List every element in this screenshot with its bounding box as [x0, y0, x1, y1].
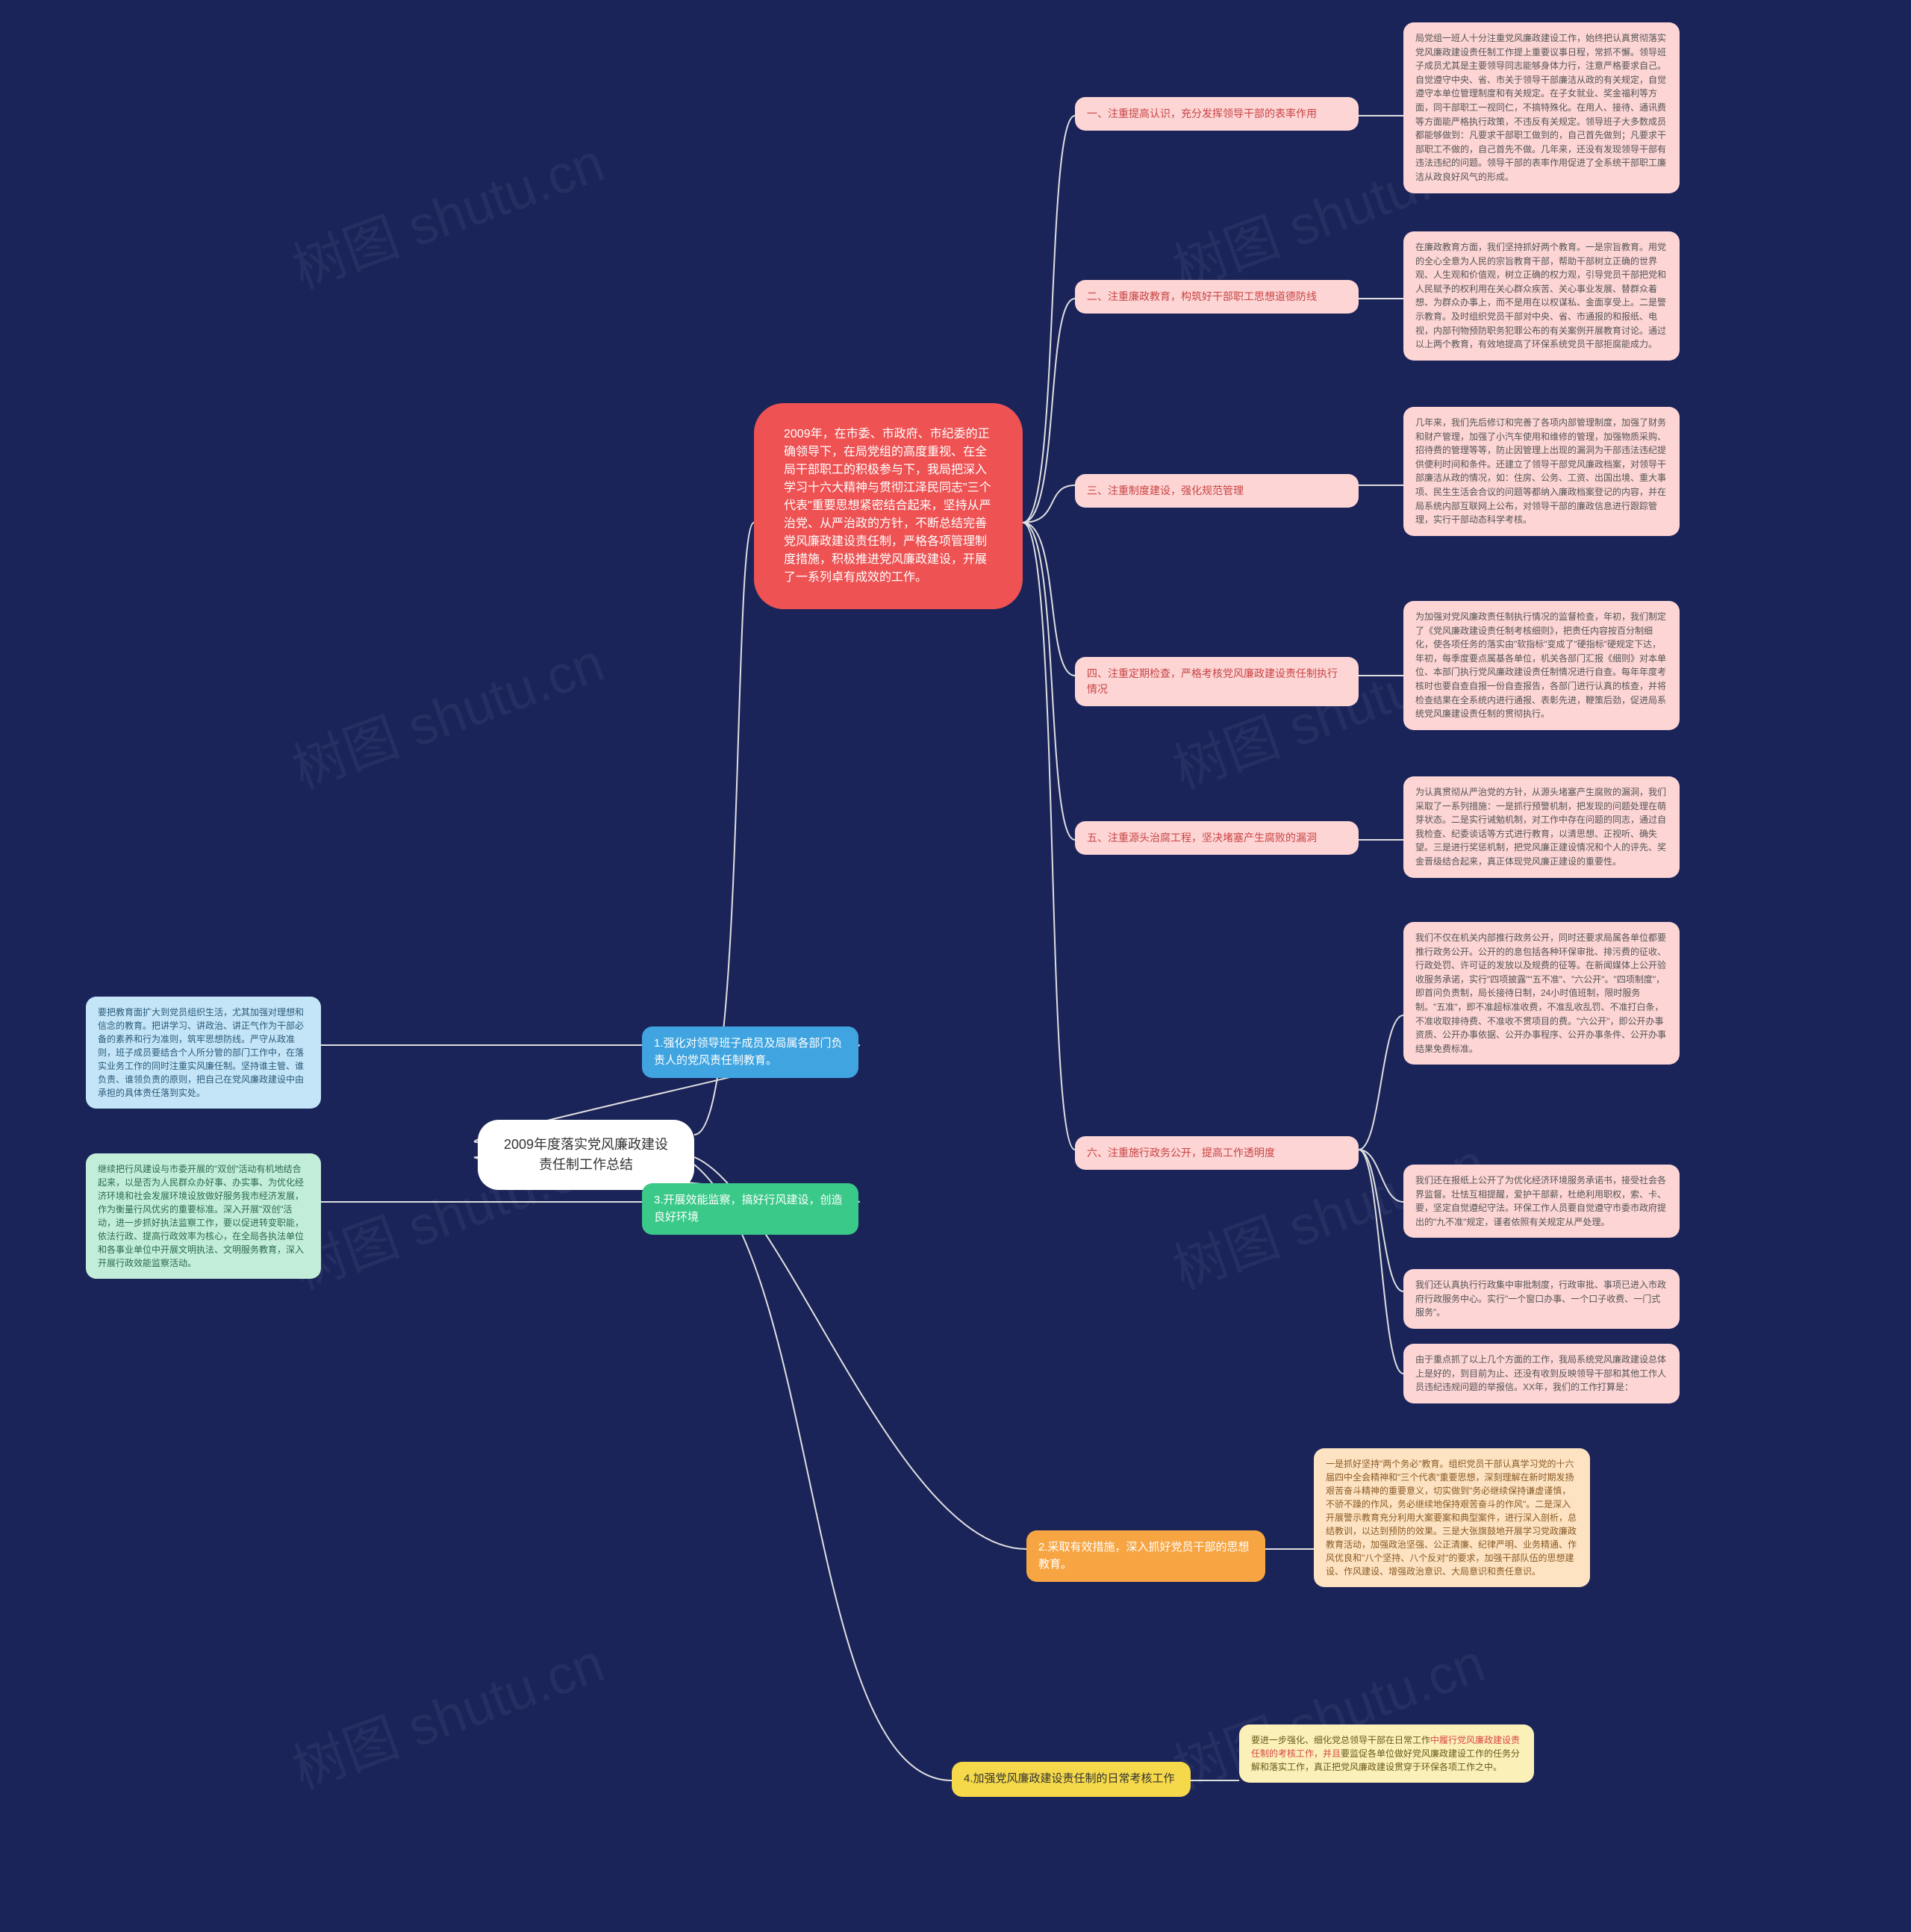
red-sub-5: 五、注重源头治腐工程，坚决堵塞产生腐败的漏洞	[1075, 821, 1359, 855]
main-red-node: 2009年，在市委、市政府、市纪委的正确领导下，在局党组的高度重视、在全局干部职…	[754, 403, 1023, 609]
red-leaf-6a: 我们不仅在机关内部推行政务公开，同时还要求局属各单位都要推行政务公开。公开的的息…	[1403, 922, 1680, 1065]
center-node: 2009年度落实党风廉政建设责任制工作总结	[478, 1120, 694, 1190]
blue-sub: 1.强化对领导班子成员及局属各部门负责人的党风责任制教育。	[642, 1026, 858, 1078]
red-leaf-3: 几年来，我们先后修订和完善了各项内部管理制度，加强了财务和财产管理，加强了小汽车…	[1403, 407, 1680, 536]
red-leaf-6b: 我们还在报纸上公开了为优化经济环境服务承诺书，接受社会各界监督。壮怯互相提醒，爱…	[1403, 1165, 1680, 1238]
red-leaf-4: 为加强对党风廉政责任制执行情况的监督检查，年初，我们制定了《党风廉政建设责任制考…	[1403, 601, 1680, 730]
watermark: 树图 shutu.cn	[280, 619, 613, 804]
red-sub-3: 三、注重制度建设，强化规范管理	[1075, 474, 1359, 508]
red-sub-6: 六、注重施行政务公开，提高工作透明度	[1075, 1136, 1359, 1170]
red-leaf-2: 在廉政教育方面，我们坚持抓好两个教育。一是宗旨教育。用党的全心全意为人民的宗旨教…	[1403, 231, 1680, 361]
red-leaf-6c: 我们还认真执行行政集中审批制度，行政审批、事项已进入市政府行政服务中心。实行"一…	[1403, 1269, 1680, 1329]
blue-leaf: 要把教育面扩大到党员组织生活，尤其加强对理想和信念的教育。把讲学习、讲政治、讲正…	[86, 997, 321, 1109]
red-sub-4: 四、注重定期检查，严格考核党风廉政建设责任制执行情况	[1075, 657, 1359, 706]
red-leaf-6d: 由于重点抓了以上几个方面的工作，我局系统党风廉政建设总体上是好的，到目前为止、还…	[1403, 1344, 1680, 1403]
red-sub-2: 二、注重廉政教育，构筑好干部职工思想道德防线	[1075, 280, 1359, 314]
red-sub-1: 一、注重提高认识，充分发挥领导干部的表率作用	[1075, 97, 1359, 131]
yellow-sub: 4.加强党风廉政建设责任制的日常考核工作	[952, 1762, 1191, 1797]
red-leaf-1: 局党组一班人十分注重党风廉政建设工作，始终把认真贯彻落实党风廉政建设责任制工作提…	[1403, 22, 1680, 193]
green-sub: 3.开展效能监察，搞好行风建设，创造良好环境	[642, 1183, 858, 1235]
yellow-leaf-line1: 要进一步强化、细化党总领导干部在日常工作	[1251, 1735, 1430, 1745]
orange-sub: 2.采取有效措施，深入抓好党员干部的思想教育。	[1026, 1530, 1265, 1582]
green-leaf: 继续把行风建设与市委开展的"双创"活动有机地结合起来，以是否为人民群众办好事、办…	[86, 1153, 321, 1279]
orange-leaf: 一是抓好坚持"两个务必"教育。组织党员干部认真学习党的十六届四中全会精神和"三个…	[1314, 1448, 1590, 1587]
watermark: 树图 shutu.cn	[280, 1619, 613, 1804]
yellow-leaf: 要进一步强化、细化党总领导干部在日常工作中履行党风廉政建设责任制的考核工作，并且…	[1239, 1724, 1534, 1783]
red-leaf-5: 为认真贯彻从严治党的方针，从源头堵塞产生腐败的漏洞，我们采取了一系列措施：一是抓…	[1403, 776, 1680, 878]
watermark: 树图 shutu.cn	[280, 119, 613, 304]
